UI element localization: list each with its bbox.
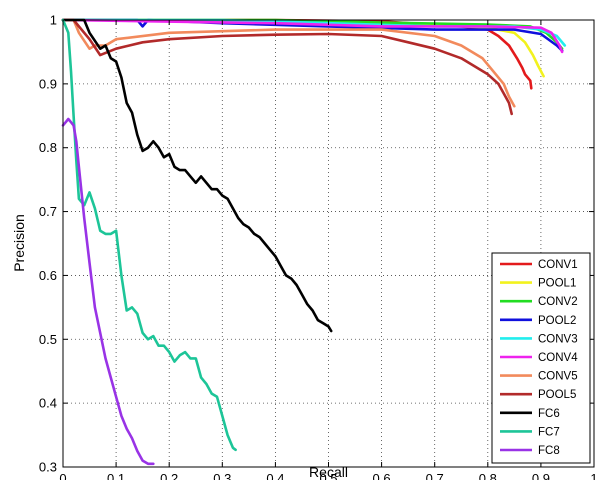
- legend-label: POOL2: [538, 315, 576, 327]
- x-tick-labels: 0 0.1 0.2 0.3 0.4 0.5 0.6 0.7 0.8 0.9 1: [59, 471, 597, 480]
- y-tick-label: 0.4: [39, 396, 57, 411]
- x-tick-label: 0.5: [319, 471, 337, 480]
- ticks: [62, 19, 595, 468]
- legend-label: FC8: [538, 445, 560, 457]
- x-tick-label: 0.2: [160, 471, 178, 480]
- y-tick-label: 1: [50, 13, 57, 28]
- y-tick-label: 0.7: [39, 204, 57, 219]
- x-tick-label: 0.3: [213, 471, 231, 480]
- legend-label: CONV3: [538, 333, 578, 345]
- legend-label: POOL1: [538, 278, 576, 290]
- series-line-pool2: [61, 18, 564, 52]
- series-line-conv4: [61, 18, 564, 54]
- legend-label: FC7: [538, 426, 560, 438]
- legend-label: POOL5: [538, 389, 576, 401]
- y-tick-label: 0.6: [39, 268, 57, 283]
- x-axis-label: Recall: [309, 464, 348, 480]
- x-tick-label: 0.1: [107, 471, 125, 480]
- x-tick-label: 1: [590, 471, 597, 480]
- legend: CONV1 POOL1 CONV2 POOL2 CONV3 CONV4 CONV5 POOL5…: [491, 252, 591, 464]
- x-tick-label: 0.8: [479, 471, 497, 480]
- series-line-conv5: [61, 18, 516, 108]
- legend-label: FC6: [538, 408, 560, 420]
- y-tick-label: 0.9: [39, 76, 57, 91]
- series-line-pool5: [61, 18, 513, 116]
- series-line-fc6: [61, 18, 333, 333]
- y-axis-label: Precision: [11, 214, 27, 272]
- y-tick-labels: 0.3 0.4 0.5 0.6 0.7 0.8 0.9 1: [39, 13, 57, 475]
- y-tick-label: 0.3: [39, 460, 57, 475]
- y-tick-label: 0.5: [39, 332, 57, 347]
- x-tick-label: 0.6: [373, 471, 391, 480]
- x-tick-label: 0.4: [266, 471, 284, 480]
- x-tick-label: 0.9: [532, 471, 550, 480]
- legend-label: CONV1: [538, 259, 578, 271]
- y-tick-label: 0.8: [39, 140, 57, 155]
- legend-label: CONV5: [538, 371, 578, 383]
- series-line-fc8: [61, 117, 155, 466]
- x-tick-label: 0.7: [426, 471, 444, 480]
- legend-label: CONV2: [538, 296, 578, 308]
- legend-label: CONV4: [538, 352, 578, 364]
- x-tick-label: 0: [59, 471, 66, 480]
